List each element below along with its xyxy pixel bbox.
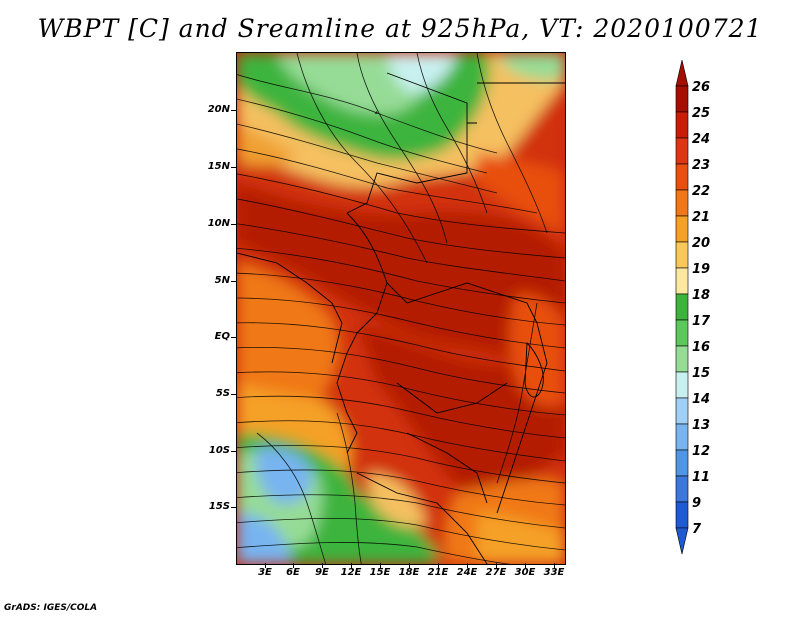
lon-label-12e: 12E	[340, 567, 362, 578]
streamlines	[237, 53, 565, 564]
colorbar-segment	[675, 293, 689, 321]
map-field	[237, 53, 565, 564]
colorbar-label: 11	[692, 470, 711, 485]
colorbar-label: 21	[692, 210, 711, 225]
lon-label-6e: 6E	[286, 567, 300, 578]
lon-tick	[322, 563, 323, 568]
colorbar-label: 20	[692, 236, 711, 251]
colorbar-segment	[675, 189, 689, 217]
colorbar-label: 16	[692, 340, 711, 355]
lat-label-5n: 5N	[214, 275, 230, 286]
map-panel	[236, 52, 566, 565]
colorbar-segment	[675, 85, 689, 113]
colorbar-label: 22	[692, 184, 711, 199]
wbpt-shading	[237, 53, 565, 564]
colorbar-label: 24	[692, 132, 711, 147]
lat-label-eq: EQ	[214, 331, 230, 342]
colorbar-label: 18	[692, 288, 711, 303]
lon-tick	[554, 563, 555, 568]
colorbar-segment	[675, 241, 689, 269]
lon-label-24e: 24E	[456, 567, 478, 578]
colorbar-segment	[675, 163, 689, 191]
colorbar-label: 26	[692, 80, 711, 95]
lon-tick	[438, 563, 439, 568]
lon-tick	[467, 563, 468, 568]
colorbar-segment	[675, 475, 689, 503]
map-title: WBPT [C] and Sreamline at 925hPa, VT: 20…	[37, 14, 763, 43]
lon-tick	[496, 563, 497, 568]
colorbar-segment	[675, 345, 689, 373]
lon-label-18e: 18E	[398, 567, 420, 578]
lon-label-21e: 21E	[427, 567, 449, 578]
lat-tick	[231, 167, 236, 168]
colorbar-bottom-arrow	[675, 527, 689, 555]
colorbar-segment	[675, 319, 689, 347]
colorbar-label: 7	[692, 522, 702, 537]
colorbar-segment	[675, 449, 689, 477]
colorbar-segment	[675, 501, 689, 529]
lat-tick	[231, 110, 236, 111]
lat-label-10n: 10N	[207, 218, 230, 229]
lat-label-20n: 20N	[207, 104, 230, 115]
lat-tick	[231, 281, 236, 282]
lon-label-27e: 27E	[485, 567, 507, 578]
lon-tick	[409, 563, 410, 568]
colorbar-segment	[675, 111, 689, 139]
colorbar-segment	[675, 137, 689, 165]
lat-tick	[231, 507, 236, 508]
colorbar-segment	[675, 371, 689, 399]
lon-tick	[351, 563, 352, 568]
colorbar-segment	[675, 215, 689, 243]
colorbar-label: 17	[692, 314, 711, 329]
lon-tick	[525, 563, 526, 568]
lon-label-33e: 33E	[543, 567, 565, 578]
lat-tick	[231, 451, 236, 452]
lat-tick	[231, 224, 236, 225]
lon-label-3e: 3E	[258, 567, 272, 578]
lon-label-15e: 15E	[369, 567, 391, 578]
lon-tick	[293, 563, 294, 568]
lat-tick	[231, 394, 236, 395]
colorbar-segment	[675, 267, 689, 295]
colorbar-label: 25	[692, 106, 711, 121]
colorbar-label: 14	[692, 392, 711, 407]
footer-credit: GrADS: IGES/COLA	[4, 603, 98, 613]
colorbar-label: 19	[692, 262, 711, 277]
colorbar-top-arrow	[675, 60, 689, 87]
colorbar-label: 12	[692, 444, 711, 459]
colorbar-segment	[675, 423, 689, 451]
lon-tick	[265, 563, 266, 568]
lon-label-9e: 9E	[315, 567, 329, 578]
lat-label-15s: 15S	[208, 501, 230, 512]
colorbar-label: 9	[692, 496, 702, 511]
colorbar	[675, 60, 689, 555]
country-borders	[237, 72, 565, 564]
lat-label-10s: 10S	[208, 445, 230, 456]
colorbar-label: 13	[692, 418, 711, 433]
colorbar-label: 15	[692, 366, 711, 381]
colorbar-segment	[675, 397, 689, 425]
lon-label-30e: 30E	[514, 567, 536, 578]
lon-tick	[380, 563, 381, 568]
lat-label-5s: 5S	[215, 388, 230, 399]
colorbar-label: 23	[692, 158, 711, 173]
lat-tick	[231, 337, 236, 338]
lat-label-15n: 15N	[207, 161, 230, 172]
